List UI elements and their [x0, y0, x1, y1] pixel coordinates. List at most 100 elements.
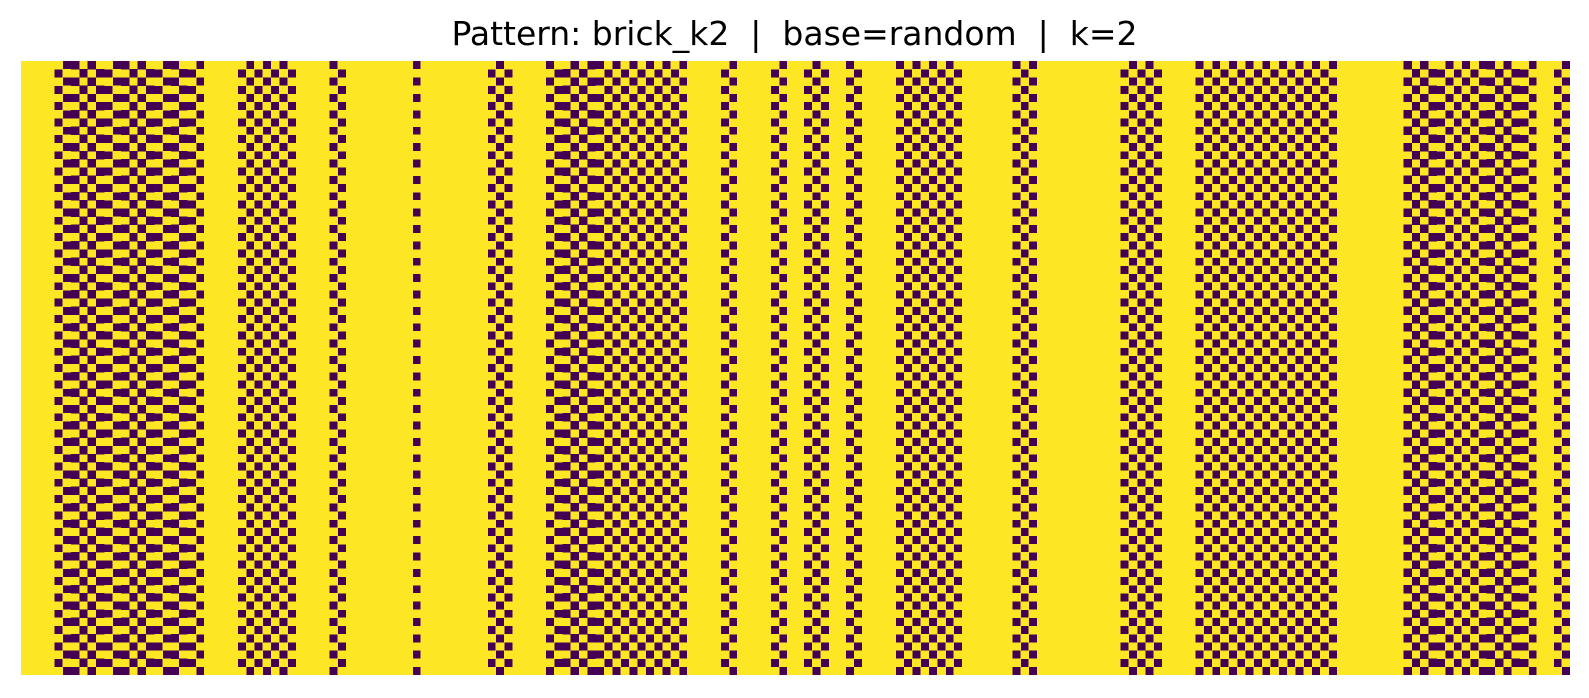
pattern-cell-on — [412, 347, 422, 357]
pattern-cell-on — [412, 101, 422, 111]
pattern-cell-on — [1020, 617, 1030, 627]
pattern-cell-on — [1128, 85, 1138, 95]
pattern-cell-on — [770, 470, 780, 479]
pattern-cell-off — [137, 519, 147, 528]
pattern-cell-on — [620, 650, 630, 659]
pattern-cell-off — [1420, 453, 1429, 463]
pattern-cell-on — [1136, 224, 1146, 234]
pattern-cell-on — [504, 421, 513, 430]
pattern-cell-on — [54, 634, 64, 643]
pattern-cell-on — [1220, 77, 1229, 86]
pattern-cell-on — [1211, 494, 1221, 504]
pattern-cell-on — [612, 151, 622, 160]
pattern-cell-off — [129, 282, 138, 291]
pattern-cell-on — [770, 617, 780, 627]
pattern-cell-on — [329, 560, 338, 569]
pattern-cell-on — [1445, 69, 1454, 78]
pattern-cell-on — [1220, 61, 1229, 70]
pattern-cell-on — [504, 453, 513, 463]
pattern-cell-on — [162, 625, 172, 635]
pattern-cell-on — [628, 658, 638, 668]
pattern-cell-on — [637, 110, 646, 119]
pattern-cell-on — [637, 290, 646, 299]
pattern-cell-on — [1020, 175, 1030, 185]
pattern-cell-on — [937, 290, 946, 299]
pattern-cell-on — [287, 126, 297, 135]
pattern-cell-on — [495, 544, 505, 553]
pattern-cell-on — [412, 494, 422, 504]
pattern-cell-on — [262, 560, 272, 569]
pattern-cell-on — [1220, 339, 1229, 348]
pattern-cell-on — [545, 331, 555, 340]
pattern-cell-on — [287, 175, 297, 185]
pattern-cell-off — [120, 453, 130, 463]
pattern-cell-on — [1153, 175, 1163, 185]
pattern-cell-off — [1511, 511, 1521, 520]
pattern-cell-on — [487, 257, 497, 266]
pattern-cell-off — [87, 61, 97, 70]
pattern-cell-on — [1211, 625, 1221, 635]
pattern-cell-on — [112, 101, 122, 111]
pattern-cell-on — [637, 650, 646, 659]
pattern-cell-on — [504, 437, 513, 447]
pattern-cell-on — [1203, 503, 1213, 512]
pattern-cell-on — [1245, 200, 1254, 209]
pattern-cell-on — [1303, 142, 1313, 152]
pattern-cell-on — [1303, 61, 1313, 70]
pattern-cell-on — [953, 470, 963, 479]
pattern-cell-on — [1295, 298, 1304, 307]
pattern-cell-on — [620, 634, 630, 643]
pattern-cell-on — [937, 486, 946, 496]
pattern-cell-on — [778, 298, 788, 307]
pattern-cell-on — [1528, 494, 1538, 504]
pattern-cell-on — [612, 265, 622, 275]
pattern-cell-on — [1478, 396, 1488, 406]
pattern-cell-on — [1245, 511, 1254, 520]
pattern-cell-on — [728, 429, 738, 438]
pattern-cell-on — [337, 257, 347, 266]
pattern-cell-on — [1461, 642, 1471, 651]
pattern-cell-on — [329, 642, 338, 651]
pattern-cell-off — [1403, 453, 1413, 463]
pattern-cell-on — [1553, 257, 1563, 266]
pattern-cell-off — [70, 404, 80, 414]
pattern-cell-on — [820, 388, 830, 397]
pattern-cell-on — [1253, 241, 1263, 250]
pattern-cell-on — [545, 167, 555, 176]
pattern-cell-on — [1253, 339, 1263, 348]
pattern-cell-on — [245, 429, 255, 438]
pattern-cell-on — [1328, 363, 1338, 373]
pattern-cell-on — [620, 535, 630, 545]
pattern-cell-on — [1278, 314, 1288, 324]
pattern-cell-off — [79, 347, 89, 357]
pattern-cell-on — [945, 151, 955, 160]
pattern-cell-on — [262, 118, 272, 127]
pattern-cell-on — [1436, 388, 1446, 397]
pattern-cell-on — [504, 175, 513, 185]
pattern-cell-on — [1245, 167, 1254, 176]
pattern-cell-on — [1328, 642, 1338, 651]
pattern-cell-on — [1236, 568, 1246, 578]
pattern-cell-on — [1245, 85, 1254, 95]
pattern-cell-on — [728, 69, 738, 78]
pattern-cell-off — [1495, 609, 1504, 618]
pattern-cell-on — [1311, 658, 1321, 668]
pattern-cell-on — [1278, 625, 1288, 635]
pattern-cell-off — [170, 666, 180, 675]
pattern-cell-on — [1278, 265, 1288, 275]
pattern-cell-on — [1320, 552, 1329, 561]
pattern-cell-on — [1195, 511, 1204, 520]
pattern-cell-off — [1411, 494, 1421, 504]
pattern-cell-on — [728, 118, 738, 127]
pattern-cell-off — [578, 265, 588, 275]
pattern-cell-off — [1503, 175, 1513, 185]
pattern-cell-on — [628, 560, 638, 569]
pattern-cell-on — [595, 625, 605, 635]
pattern-cell-on — [1328, 445, 1338, 455]
pattern-cell-off — [1428, 396, 1438, 406]
pattern-cell-off — [562, 331, 572, 340]
pattern-column-yellow-dashed — [87, 61, 97, 675]
pattern-cell-off — [570, 552, 580, 561]
pattern-cell-off — [137, 404, 147, 414]
pattern-cell-on — [953, 568, 963, 578]
